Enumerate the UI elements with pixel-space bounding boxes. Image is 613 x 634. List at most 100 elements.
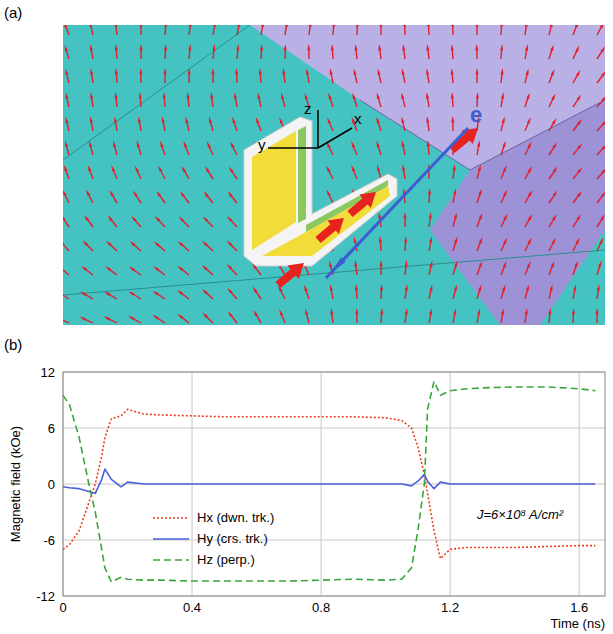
field-arrow	[227, 288, 237, 300]
field-arrow	[212, 25, 216, 35]
field-arrow	[452, 164, 455, 179]
field-arrow	[253, 287, 262, 300]
field-arrow	[524, 93, 529, 108]
field-arrow	[327, 190, 334, 204]
field-arrow	[104, 291, 117, 299]
field-arrow	[548, 167, 557, 180]
field-arrow	[428, 284, 432, 299]
field-arrow	[524, 214, 532, 227]
field-arrow	[524, 166, 532, 179]
field-arrow	[354, 68, 358, 83]
legend-label: Hy (crs. trk.)	[197, 531, 268, 546]
field-arrow	[232, 117, 238, 131]
field-arrow	[596, 25, 604, 35]
tick-label: 6	[48, 421, 55, 436]
axis-label: z	[304, 100, 312, 117]
field-arrow	[500, 189, 507, 203]
field-arrow	[154, 241, 166, 251]
annotation: J=6×10⁸ A/cm²	[476, 507, 564, 522]
field-arrow	[355, 308, 358, 323]
field-arrow	[597, 96, 606, 108]
field-arrow	[596, 284, 600, 299]
field-arrow	[205, 166, 214, 179]
y-axis-title: Magnetic field (kOe)	[8, 426, 23, 542]
field-arrow	[115, 92, 118, 107]
pole-strip	[298, 126, 306, 223]
field-arrow	[180, 191, 190, 203]
field-arrow	[202, 241, 214, 252]
tick-label: 0.4	[183, 600, 201, 615]
field-arrow	[258, 92, 262, 107]
field-arrow	[524, 117, 530, 131]
field-arrow	[177, 290, 189, 300]
field-arrow	[404, 260, 407, 275]
field-arrow	[378, 44, 381, 59]
field-arrow	[133, 190, 142, 203]
field-arrow	[156, 191, 165, 204]
field-arrow	[186, 116, 190, 131]
field-arrow	[80, 291, 93, 299]
field-arrow	[355, 284, 358, 299]
field-arrow	[306, 68, 310, 83]
field-arrow	[451, 68, 454, 83]
field-arrow	[153, 266, 166, 275]
field-arrow	[573, 167, 583, 179]
field-arrow	[427, 140, 430, 155]
field-arrow	[548, 284, 552, 299]
field-arrow	[209, 117, 214, 132]
field-arrow	[111, 165, 117, 179]
field-arrow	[476, 213, 482, 227]
field-arrow	[327, 117, 334, 131]
field-arrow	[524, 238, 531, 252]
field-arrow	[376, 141, 381, 156]
field-arrow	[259, 68, 262, 83]
field-arrow	[548, 45, 553, 60]
field-arrow	[236, 25, 240, 35]
field-arrow	[128, 291, 141, 299]
field-arrow	[380, 260, 383, 275]
field-arrow	[83, 240, 94, 251]
axis-y	[268, 147, 318, 149]
field-arrow	[256, 117, 262, 131]
electron-label: e	[470, 102, 482, 127]
tick-label: -6	[43, 533, 55, 548]
field-arrow	[305, 309, 310, 324]
field-arrow	[204, 191, 214, 203]
field-arrow	[476, 261, 482, 275]
field-arrow	[476, 285, 481, 300]
field-arrow	[452, 285, 457, 300]
field-arrow	[115, 44, 118, 59]
field-arrow	[402, 164, 406, 179]
field-arrow	[63, 190, 70, 204]
field-arrow	[187, 92, 190, 107]
field-arrow	[64, 165, 70, 179]
field-arrow	[210, 92, 213, 107]
field-arrow	[572, 261, 578, 275]
field-arrow	[402, 140, 406, 155]
field-arrow	[66, 116, 70, 131]
field-arrow	[380, 284, 383, 299]
field-arrow	[331, 44, 334, 59]
field-arrow	[281, 93, 286, 108]
field-arrow	[330, 308, 333, 323]
field-arrow	[352, 93, 357, 108]
legend-swatch	[153, 517, 189, 519]
electron-arrow	[326, 128, 468, 278]
legend-swatch	[153, 559, 189, 561]
field-arrow	[139, 92, 142, 107]
tick-label: 1.2	[441, 600, 459, 615]
field-arrow	[451, 25, 454, 35]
field-arrow	[178, 241, 190, 251]
field-arrow	[428, 188, 431, 203]
field-arrow	[63, 215, 70, 228]
field-arrow	[234, 92, 238, 107]
field-arrow	[548, 238, 555, 252]
field-arrow	[475, 44, 478, 59]
field-arrow	[476, 308, 480, 323]
tick-label: 1.6	[570, 600, 588, 615]
field-arrow	[427, 25, 430, 35]
legend-label: Hz (perp.)	[197, 552, 255, 567]
field-arrow	[548, 142, 557, 155]
field-arrow	[260, 44, 263, 59]
field-arrow	[377, 93, 382, 108]
